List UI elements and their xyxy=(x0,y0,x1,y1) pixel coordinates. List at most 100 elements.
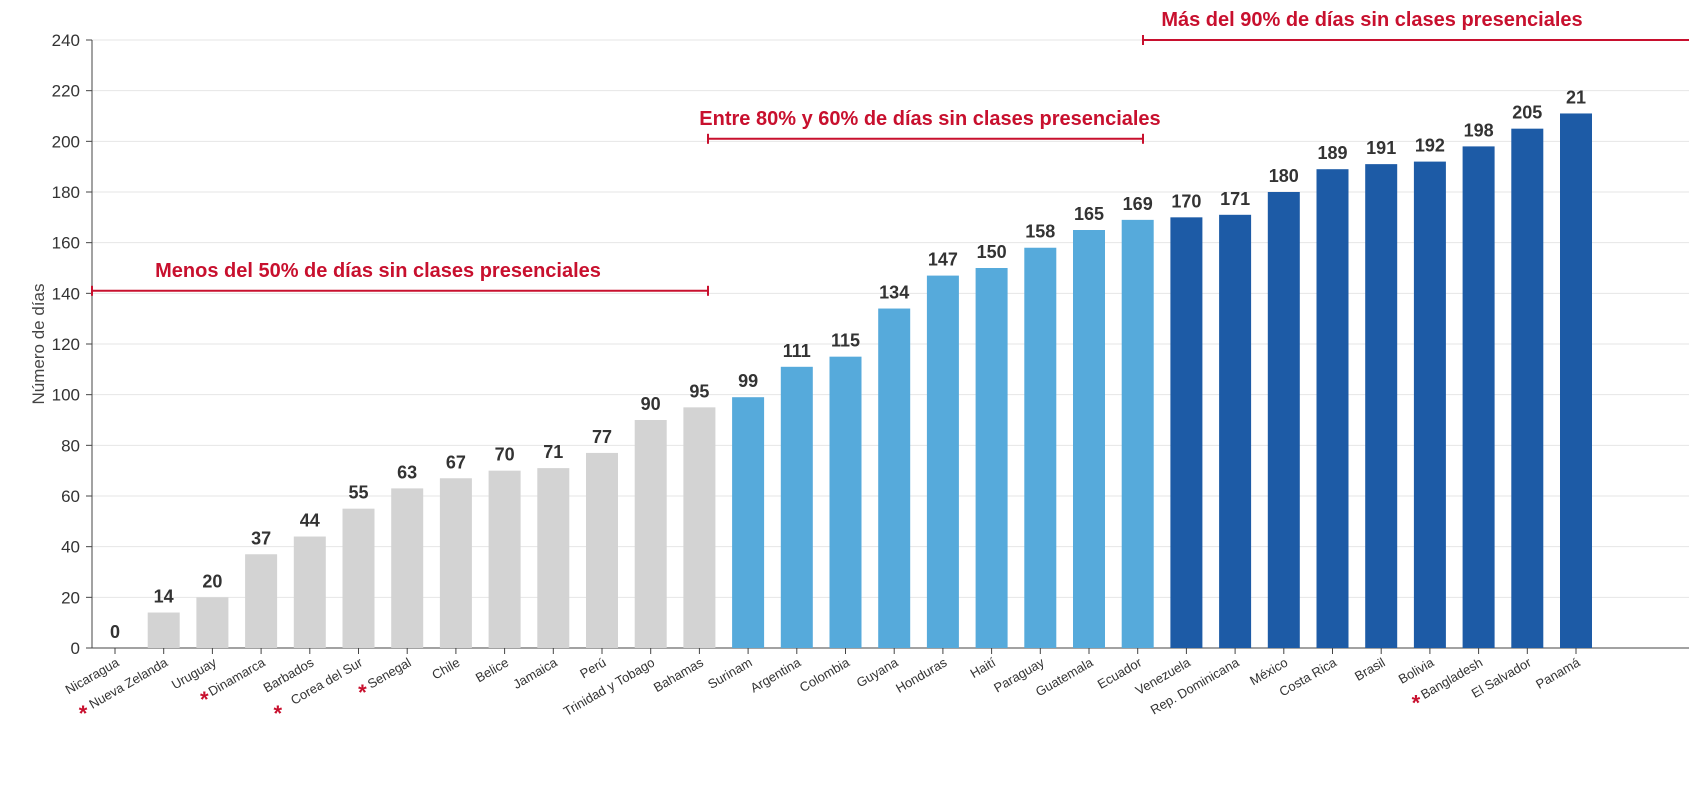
data-label: 111 xyxy=(783,341,811,361)
y-tick-label: 0 xyxy=(71,639,80,658)
x-tick-label: Perú xyxy=(577,655,608,682)
data-label: 115 xyxy=(831,331,860,351)
x-tick-label: Brasil xyxy=(1352,655,1388,684)
data-label: 90 xyxy=(641,394,661,414)
data-label: 150 xyxy=(977,242,1007,262)
bar xyxy=(439,478,472,648)
bar xyxy=(293,536,326,648)
data-label: 37 xyxy=(251,528,271,548)
x-tick-label: Colombia xyxy=(797,654,853,695)
bar xyxy=(1316,169,1349,648)
bar xyxy=(732,397,765,648)
bar xyxy=(1413,161,1446,648)
data-label: 191 xyxy=(1366,138,1396,158)
data-label: 77 xyxy=(592,427,612,447)
data-label: 169 xyxy=(1123,194,1153,214)
x-tick-label: Surinam xyxy=(705,655,754,692)
bar xyxy=(1267,192,1300,648)
data-label: 63 xyxy=(397,462,417,482)
y-tick-label: 20 xyxy=(61,588,80,607)
data-label: 134 xyxy=(879,283,909,303)
asterisk-marker: * xyxy=(79,701,88,726)
data-label: 99 xyxy=(738,371,758,391)
y-tick-label: 240 xyxy=(52,31,80,50)
asterisk-marker: * xyxy=(274,701,283,726)
bar xyxy=(1560,113,1592,648)
x-tick-label: Bahamas xyxy=(651,654,706,695)
data-label: 189 xyxy=(1317,143,1347,163)
bar xyxy=(196,597,229,648)
bar xyxy=(1219,214,1252,649)
x-tick-label: Honduras xyxy=(893,654,950,695)
data-label: 70 xyxy=(495,445,515,465)
bar xyxy=(586,452,618,648)
asterisk-marker: * xyxy=(200,687,209,712)
data-label: 192 xyxy=(1415,136,1445,156)
bar xyxy=(1121,219,1154,648)
y-tick-label: 100 xyxy=(52,386,80,405)
bar xyxy=(634,420,667,648)
y-tick-label: 220 xyxy=(52,82,80,101)
x-tick-label: Jamaica xyxy=(510,654,560,692)
bar xyxy=(829,356,862,648)
data-label: 198 xyxy=(1464,120,1494,140)
data-label: 180 xyxy=(1269,166,1299,186)
bar xyxy=(1462,146,1495,648)
data-label: 147 xyxy=(928,250,958,270)
asterisk-marker: * xyxy=(358,680,367,705)
bar xyxy=(488,470,521,648)
x-tick-label: Argentina xyxy=(748,654,804,695)
range-label: Menos del 50% de días sin clases presenc… xyxy=(155,260,601,282)
bar xyxy=(683,407,716,648)
y-tick-label: 120 xyxy=(52,335,80,354)
bar xyxy=(975,268,1008,648)
bars xyxy=(147,113,1592,649)
bar xyxy=(147,612,180,648)
data-label: 44 xyxy=(300,511,320,531)
bar xyxy=(1511,128,1544,648)
bar xyxy=(1073,230,1105,648)
bar xyxy=(245,554,278,648)
y-tick-label: 40 xyxy=(61,538,80,557)
bar xyxy=(342,508,375,648)
y-tick-label: 180 xyxy=(52,183,80,202)
range-label: Entre 80% y 60% de días sin clases prese… xyxy=(699,108,1160,130)
bar xyxy=(537,468,570,648)
y-tick-label: 140 xyxy=(52,284,80,303)
y-tick-label: 80 xyxy=(61,436,80,455)
data-label: 14 xyxy=(154,587,174,607)
data-label: 95 xyxy=(689,381,709,401)
bar xyxy=(1170,217,1203,649)
data-label: 67 xyxy=(446,452,466,472)
data-label: 205 xyxy=(1512,103,1542,123)
y-tick-label: 160 xyxy=(52,234,80,253)
x-tick-label: Haití xyxy=(967,654,998,681)
range-annotations: Menos del 50% de días sin clases presenc… xyxy=(91,9,1689,296)
x-tick-label: Senegal xyxy=(365,655,414,692)
data-label: 165 xyxy=(1074,204,1104,224)
data-label: 170 xyxy=(1171,191,1201,211)
bar xyxy=(780,366,813,648)
data-label: 171 xyxy=(1220,189,1250,209)
bar xyxy=(391,488,424,648)
x-tick-label: Panamá xyxy=(1533,654,1583,692)
bar xyxy=(1024,247,1057,648)
bar xyxy=(926,275,959,648)
y-axis-title: Número de días xyxy=(29,284,48,405)
x-tick-label: Belice xyxy=(473,655,511,686)
x-tick-label: Rep. Dominicana xyxy=(1148,654,1243,717)
range-label: Más del 90% de días sin clases presencia… xyxy=(1161,9,1582,31)
value-labels: 0 14 20 37 44 55 63 67 70 71 77 90 95 99 111 115 134 147 1… xyxy=(110,87,1586,642)
x-tick-label: Chile xyxy=(429,655,462,683)
y-tick-label: 60 xyxy=(61,487,80,506)
data-label: 20 xyxy=(202,571,222,591)
x-tick-label: Trinidad y Tobago xyxy=(561,655,657,719)
bar xyxy=(878,308,911,648)
data-label: 71 xyxy=(543,442,563,462)
bar xyxy=(1365,164,1398,648)
asterisk-marker: * xyxy=(1412,691,1421,716)
data-label: 0 xyxy=(110,622,120,642)
y-tick-label: 200 xyxy=(52,132,80,151)
